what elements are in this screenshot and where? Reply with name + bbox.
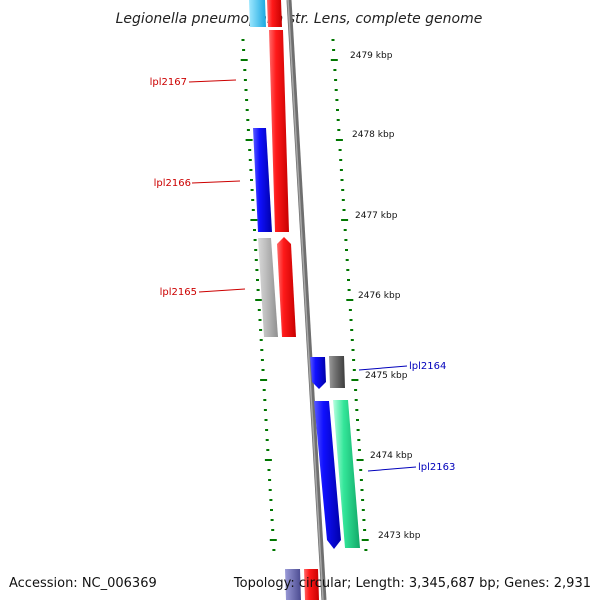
red-feature-partial-bottom: [304, 569, 319, 600]
inner-tick-ring: [240, 39, 277, 551]
gene-label-lpl2164[interactable]: lpl2164: [409, 361, 446, 372]
scale-label-2476: 2476 kbp: [358, 291, 401, 301]
scale-label-2474: 2474 kbp: [370, 451, 413, 461]
gene-label-lpl2166[interactable]: lpl2166: [154, 178, 191, 189]
cyan-feature-partial: [249, 0, 266, 27]
gene-feature-lpl2166[interactable]: [253, 128, 272, 232]
purple-feature-partial: [285, 569, 301, 600]
genome-backbone: [286, 0, 327, 600]
leader-line-lpl2163: [367, 466, 417, 472]
gene-feature-blue-long[interactable]: [314, 401, 341, 549]
scale-label-2473: 2473 kbp: [378, 531, 421, 541]
gene-feature-dark-grey: [329, 356, 345, 388]
scale-label-2478: 2478 kbp: [352, 130, 395, 140]
gene-label-lpl2165[interactable]: lpl2165: [160, 287, 197, 298]
gene-feature-lpl2167[interactable]: [269, 30, 289, 232]
leader-line-lpl2165: [198, 288, 246, 293]
topology-text: Topology: circular; Length: 3,345,687 bp…: [233, 576, 591, 591]
gene-feature-lpl2165[interactable]: [277, 237, 296, 337]
gene-feature-grey: [258, 238, 278, 337]
leader-line-lpl2167: [188, 79, 237, 83]
map-title: Legionella pneumophila str. Lens, comple…: [116, 11, 483, 27]
outer-tick-ring: [330, 39, 369, 551]
genome-backbone-highlight: [287, 0, 324, 600]
scale-labels: 2479 kbp 2478 kbp 2477 kbp 2476 kbp 2475…: [350, 51, 421, 541]
gene-labels: lpl2167 lpl2166 lpl2165 lpl2164 lpl2163: [150, 77, 456, 473]
gene-label-lpl2163[interactable]: lpl2163: [418, 462, 455, 473]
scale-label-2475: 2475 kbp: [365, 371, 408, 381]
scale-label-2479: 2479 kbp: [350, 51, 393, 61]
leader-line-lpl2166: [191, 180, 241, 184]
scale-label-2477: 2477 kbp: [355, 211, 398, 221]
gene-label-lpl2167[interactable]: lpl2167: [150, 77, 187, 88]
gene-feature-lpl2163[interactable]: [333, 400, 360, 548]
accession-text: Accession: NC_006369: [9, 576, 157, 591]
leader-line-lpl2164: [358, 365, 408, 371]
red-feature-partial: [267, 0, 282, 27]
gene-feature-lpl2164[interactable]: [310, 357, 326, 389]
